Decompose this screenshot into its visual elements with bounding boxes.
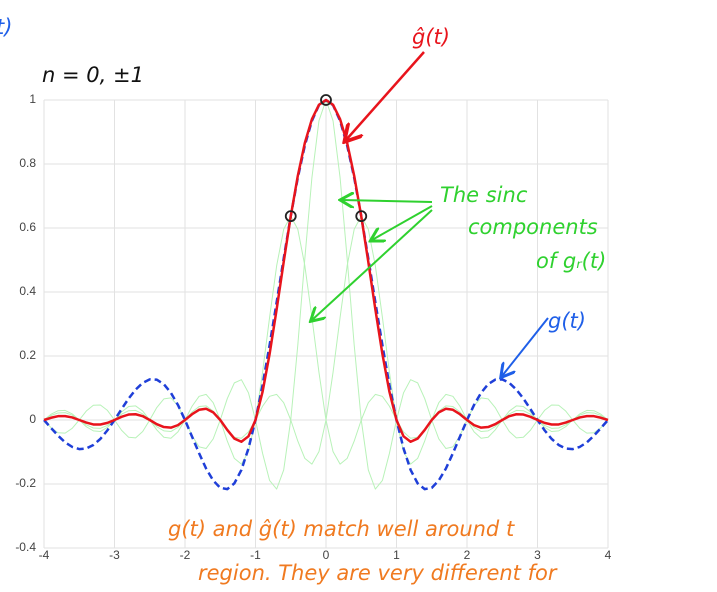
x-tick-label: -3 [109,548,120,562]
annotation: n = 0, ±1 [42,63,144,87]
y-tick-label: 0.6 [19,220,36,234]
arrow [502,317,549,376]
y-tick-label: 0.4 [19,284,36,298]
sample-point [355,210,368,223]
y-tick-label: -0.2 [15,476,36,490]
x-tick-label: 2 [464,548,471,562]
annotation: g(t) and ĝ(t) match well around t [168,517,515,541]
arrow [372,205,433,240]
y-tick-label: 0.2 [19,348,36,362]
x-tick-label: 3 [534,548,541,562]
arrow [312,209,433,320]
x-tick-label: 4 [605,548,612,562]
sample-point [284,210,297,223]
x-tick-label: 1 [393,548,400,562]
y-tick-label: 0 [29,412,36,426]
annotation: g(t) [548,309,586,333]
x-tick-label: -1 [250,548,261,562]
sample-point [320,94,332,106]
y-tick-label: 1 [29,92,36,106]
x-tick-label: 0 [323,548,330,562]
annotation: The sinc [440,183,528,207]
annotation: components [468,215,598,239]
x-tick-label: -2 [180,548,191,562]
annotation: t) [0,15,12,39]
y-tick-label: -0.4 [15,540,36,554]
annotation: region. They are very different for [198,561,558,585]
plot-area: -0.4 -0.2 0 0.2 0.4 0.6 0.8 1 -4 -3 -2 -1 0 1 2 3 4 [15,92,611,562]
annotations: t) n = 0, ±1 ĝ(t) The sinc components of… [0,15,606,585]
arrow [346,51,425,140]
series-line [43,215,609,465]
y-tick-label: 0.8 [19,156,36,170]
annotation: of gᵣ(t) [536,249,606,273]
annotation: ĝ(t) [412,25,450,49]
series-line [43,98,609,444]
x-tick-label: -4 [39,548,50,562]
arrow [342,200,433,202]
